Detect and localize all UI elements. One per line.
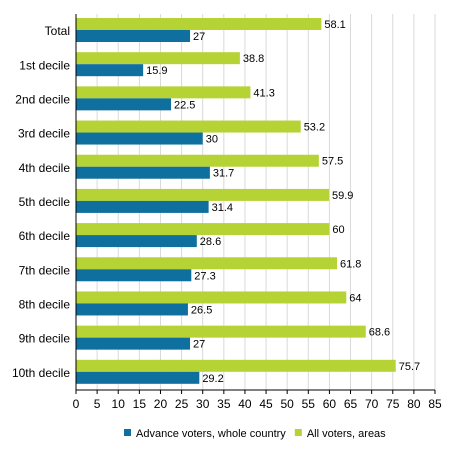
bar-advance-voters <box>76 98 172 111</box>
bar-all-voters <box>76 291 347 304</box>
legend-swatch <box>124 429 131 436</box>
x-tick-label: 45 <box>259 397 273 411</box>
category-label: 1st decile <box>19 58 70 72</box>
legend-label: Advance voters, whole country <box>136 428 286 440</box>
x-tick-label: 40 <box>238 397 252 411</box>
bar-advance-voters <box>76 235 197 248</box>
x-tick-label: 55 <box>302 397 316 411</box>
category-label: 5th decile <box>19 195 71 209</box>
bar-all-voters <box>76 52 240 65</box>
bar-all-voters <box>76 257 338 270</box>
category-label: Total <box>45 24 70 38</box>
x-tick-label: 15 <box>133 397 147 411</box>
data-label-advance-voters: 31.7 <box>213 168 234 180</box>
x-tick-label: 0 <box>73 397 80 411</box>
x-tick-label: 25 <box>175 397 189 411</box>
category-label: 3rd decile <box>18 127 70 141</box>
bar-advance-voters <box>76 30 191 42</box>
x-tick-label: 80 <box>407 397 421 411</box>
bar-all-voters <box>76 223 330 236</box>
data-label-advance-voters: 26.5 <box>191 304 212 316</box>
bar-all-voters <box>76 188 329 201</box>
category-label: 10th decile <box>12 366 70 380</box>
data-label-all-voters: 59.9 <box>332 190 353 202</box>
x-tick-label: 50 <box>280 397 294 411</box>
x-tick-label: 35 <box>217 397 231 411</box>
category-label: 7th decile <box>19 263 71 277</box>
bar-advance-voters <box>76 371 200 384</box>
data-label-all-voters: 75.7 <box>399 361 420 373</box>
x-tick-label: 10 <box>112 397 126 411</box>
x-tick-label: 30 <box>196 397 210 411</box>
bar-advance-voters <box>76 303 188 316</box>
data-label-advance-voters: 22.5 <box>174 99 195 111</box>
data-label-all-voters: 64 <box>349 292 361 304</box>
x-tick-label: 65 <box>344 397 358 411</box>
data-label-advance-voters: 15.9 <box>146 65 167 77</box>
legend-label: All voters, areas <box>307 428 386 440</box>
category-label: 6th decile <box>19 229 71 243</box>
data-label-all-voters: 60 <box>332 224 344 236</box>
x-tick-label: 85 <box>428 397 442 411</box>
data-label-advance-voters: 30 <box>206 134 218 146</box>
bar-advance-voters <box>76 166 210 179</box>
legend: Advance voters, whole country All voters,… <box>124 428 386 440</box>
data-label-all-voters: 57.5 <box>322 156 343 168</box>
data-label-all-voters: 58.1 <box>324 19 345 31</box>
data-label-advance-voters: 27 <box>193 339 205 351</box>
x-tick-label: 60 <box>323 397 337 411</box>
category-label: 8th decile <box>19 298 71 312</box>
data-label-advance-voters: 27.3 <box>194 270 215 282</box>
bar-advance-voters <box>76 269 192 282</box>
bar-advance-voters <box>76 64 144 77</box>
bar-advance-voters <box>76 132 203 145</box>
x-tick-label: 20 <box>154 397 168 411</box>
data-label-advance-voters: 31.4 <box>212 202 233 214</box>
data-label-advance-voters: 27 <box>193 31 205 43</box>
bar-advance-voters <box>76 200 209 213</box>
x-tick-label: 70 <box>365 397 379 411</box>
category-label: 4th decile <box>19 161 71 175</box>
bar-all-voters <box>76 86 251 99</box>
legend-swatch <box>294 429 302 436</box>
bars <box>76 18 396 384</box>
x-axis-ticks: 0 5 10 15 20 25 30 35 40 45 50 55 60 65 70 75 80 85 <box>73 390 442 411</box>
data-label-all-voters: 41.3 <box>253 87 274 99</box>
bar-all-voters <box>76 18 322 30</box>
category-label: 9th decile <box>19 332 71 346</box>
bar-all-voters <box>76 359 396 372</box>
data-labels: 58.1 27 38.8 15.9 41.3 22.5 53.2 30 57.5 31.7 59.9… <box>146 19 420 385</box>
x-tick-label: 75 <box>386 397 400 411</box>
data-label-all-voters: 38.8 <box>243 53 264 65</box>
data-label-all-voters: 68.6 <box>369 327 390 339</box>
data-label-all-voters: 53.2 <box>304 122 325 134</box>
category-labels: Total 1st decile 2nd decile 3rd decile 4th d… <box>12 24 70 380</box>
bar-all-voters <box>76 154 319 167</box>
data-label-advance-voters: 29.2 <box>202 373 223 385</box>
category-label: 2nd decile <box>15 92 70 106</box>
bar-all-voters <box>76 325 366 338</box>
bar-advance-voters <box>76 337 191 350</box>
bar-all-voters <box>76 120 301 133</box>
x-tick-label: 5 <box>94 397 101 411</box>
data-label-advance-voters: 28.6 <box>200 236 221 248</box>
data-label-all-voters: 61.8 <box>340 258 361 270</box>
